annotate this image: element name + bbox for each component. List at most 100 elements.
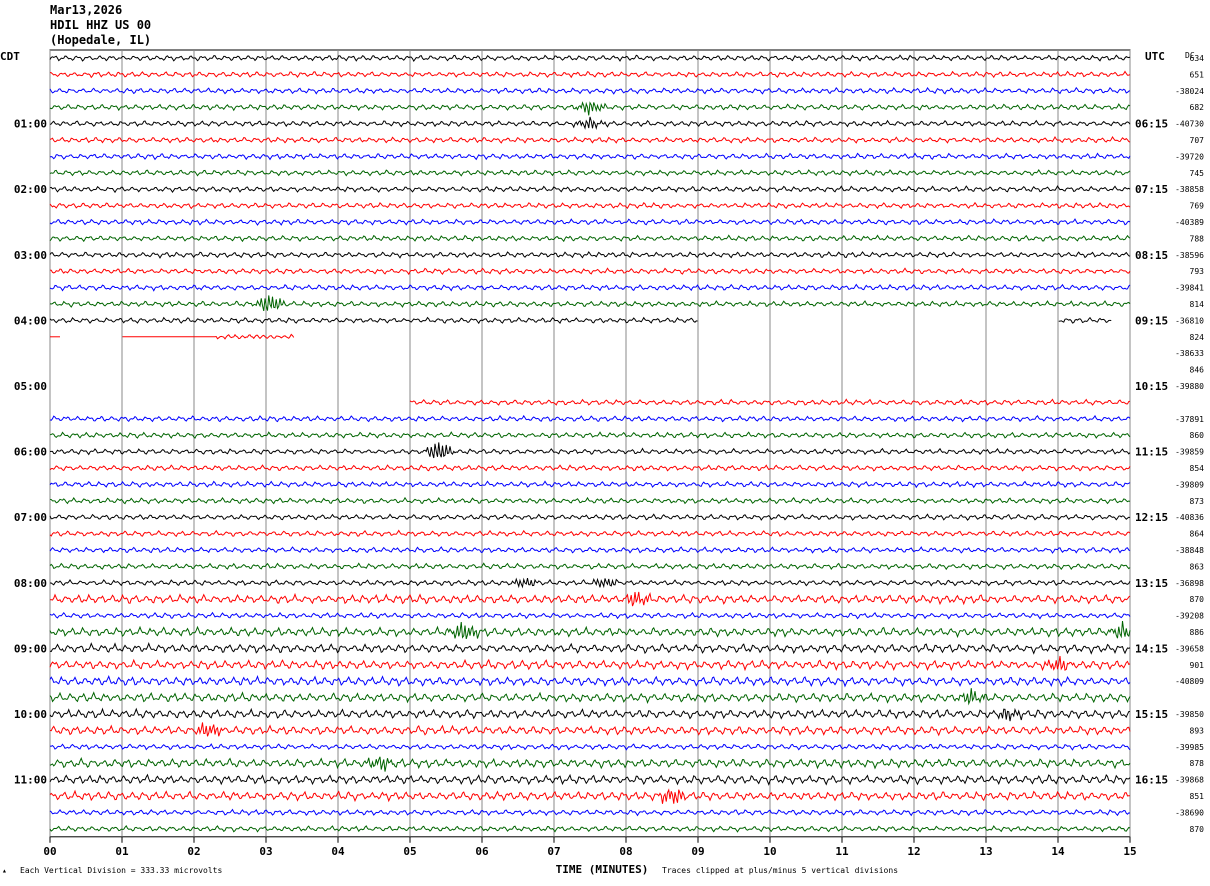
dc-offset-label: 769 (1190, 202, 1205, 211)
dc-offset-label: 870 (1190, 595, 1205, 604)
x-tick-label: 06 (475, 845, 489, 858)
trace-row-line (49, 756, 1131, 772)
trace-row-line (49, 316, 1112, 325)
utc-hour-label: 09:15 (1135, 314, 1168, 327)
trace-row-line (49, 234, 1131, 243)
utc-hour-label: 14:15 (1135, 642, 1168, 655)
trace-row-line (49, 442, 1131, 459)
trace-row-line (49, 808, 1131, 817)
trace-row-line (49, 218, 1131, 226)
dc-offset-label: 878 (1190, 759, 1205, 768)
trace-row-line (49, 135, 1131, 144)
trace-row-line (49, 116, 1131, 130)
trace-row-line (122, 333, 295, 340)
trace-row-line (49, 773, 1131, 786)
x-tick-label: 07 (547, 845, 560, 858)
trace-row-line (49, 707, 1131, 722)
dc-offset-label: 864 (1190, 530, 1205, 539)
x-tick-label: 10 (763, 845, 776, 858)
utc-hour-label: 12:15 (1135, 511, 1168, 524)
trace-row-line (49, 825, 1131, 833)
dc-offset-label: 860 (1190, 431, 1205, 440)
cdt-hour-label: 02:00 (14, 183, 47, 196)
dc-offset-label: -38848 (1175, 546, 1204, 555)
trace-row-line (49, 529, 1131, 538)
plot-frame (49, 49, 1131, 838)
dc-offset-label: -40389 (1175, 218, 1204, 227)
trace-row-line (49, 185, 1131, 194)
dc-offset-label: -38858 (1175, 185, 1204, 194)
x-tick-label: 00 (43, 845, 56, 858)
dc-offset-label: -39208 (1175, 612, 1204, 621)
cdt-hour-label: 08:00 (14, 577, 47, 590)
utc-hour-label: 06:15 (1135, 118, 1168, 131)
dc-offset-label: -37891 (1175, 415, 1204, 424)
cdt-hour-label: 07:00 (14, 511, 47, 524)
dc-offset-label: 873 (1190, 497, 1205, 506)
trace-row-line (49, 577, 1131, 589)
trace-row-line (49, 591, 1131, 607)
scale-icon: ▴ (2, 866, 7, 875)
x-tick-label: 13 (979, 845, 992, 858)
trace-row-line (49, 722, 1131, 737)
dc-offset-label: 863 (1190, 562, 1205, 571)
trace-lines (49, 54, 1131, 833)
trace-row-line (49, 283, 1131, 292)
trace-row-line (49, 86, 1131, 95)
cdt-hour-label: 01:00 (14, 118, 47, 131)
dc-offset-label: -39985 (1175, 743, 1204, 752)
trace-row-line (49, 562, 1131, 571)
dc-offset-label: -39859 (1175, 448, 1204, 457)
left-timezone: CDT (0, 50, 20, 63)
dc-offset-label: 793 (1190, 267, 1205, 276)
x-tick-label: 04 (331, 845, 345, 858)
trace-row-line (49, 414, 1131, 423)
dc-offset-label: -39868 (1175, 776, 1204, 785)
trace-row-line (49, 464, 1131, 472)
cdt-hour-label: 04:00 (14, 314, 47, 327)
dc-offset-label: -39880 (1175, 382, 1204, 391)
dc-offset-label: 707 (1190, 136, 1205, 145)
trace-row-line (49, 655, 1131, 672)
dc-offset-label: 682 (1190, 103, 1205, 112)
dc-offset-label: -36810 (1175, 316, 1204, 325)
dc-offset-label: -38633 (1175, 349, 1204, 358)
x-tick-label: 01 (115, 845, 129, 858)
record-date: Mar13,2026 (50, 3, 123, 17)
utc-hour-label: 15:15 (1135, 708, 1168, 721)
trace-row-line (49, 611, 1131, 620)
dc-offset-label: -40730 (1175, 120, 1204, 129)
plot-grid (49, 49, 1131, 843)
dc-offset-label: 745 (1190, 169, 1205, 178)
trace-row-line (49, 267, 1131, 276)
right-timezone: UTC (1145, 50, 1165, 63)
cdt-hour-label: 05:00 (14, 380, 47, 393)
dc-offset-label: 846 (1190, 366, 1205, 375)
trace-row-line (49, 480, 1131, 489)
trace-row-line (49, 788, 1131, 804)
dc-offset-label: 870 (1190, 825, 1205, 834)
dc-offset-label: -39658 (1175, 644, 1204, 653)
dc-offset-label: -38024 (1175, 87, 1204, 96)
dc-offset-label: 824 (1190, 333, 1205, 342)
x-tick-label: 03 (259, 845, 272, 858)
dc-offset-label: 854 (1190, 464, 1205, 473)
trace-row-line (49, 621, 1131, 640)
scale-note: Each Vertical Division = 333.33 microvol… (20, 866, 223, 875)
dc-offset-label: 886 (1190, 628, 1205, 637)
trace-row-line (49, 496, 1131, 505)
dc-offset-label: 893 (1190, 726, 1205, 735)
dc-offset-label: -39720 (1175, 152, 1204, 161)
dc-offset-label: -39850 (1175, 710, 1204, 719)
trace-row-line (49, 546, 1131, 554)
dc-offset-label: -39809 (1175, 480, 1204, 489)
cdt-hour-label: 11:00 (14, 774, 47, 787)
station-code: HDIL HHZ US 00 (50, 18, 152, 32)
trace-row-line (49, 101, 1131, 116)
dc-offset-label: -38596 (1175, 251, 1204, 260)
trace-row-line (49, 169, 1131, 177)
dc-offset-label: -36898 (1175, 579, 1204, 588)
utc-hour-label: 08:15 (1135, 249, 1168, 262)
x-tick-label: 15 (1123, 845, 1136, 858)
trace-row-line (49, 688, 1131, 706)
